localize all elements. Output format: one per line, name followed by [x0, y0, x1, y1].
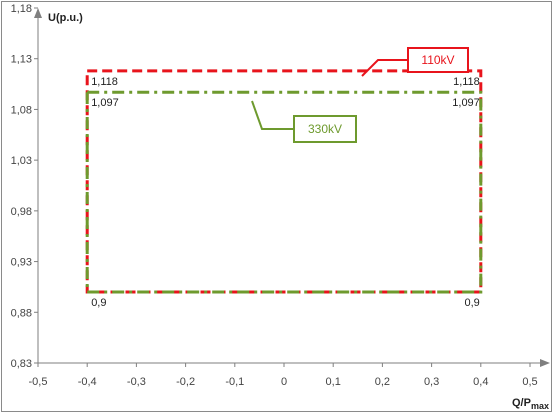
- x-axis-arrow: [540, 359, 550, 367]
- x-tick-label: -0,3: [127, 376, 146, 388]
- x-tick-label: -0,2: [176, 376, 195, 388]
- x-tick-label: -0,1: [225, 376, 244, 388]
- y-tick-label: 1,08: [11, 104, 32, 116]
- callout-box-330kv: [293, 115, 357, 143]
- series-330kv-line: [85, 90, 483, 294]
- value-annotation: 1,097: [91, 97, 119, 109]
- callout-leader-330kv: [251, 100, 294, 130]
- x-tick-label: 0,4: [473, 376, 488, 388]
- annotation-layer: 1,118 1,118 1,097 1,097 0,9 0,9: [91, 76, 480, 309]
- y-axis-title: U(p.u.): [48, 12, 83, 24]
- value-annotation: 0,9: [465, 297, 480, 309]
- legend-label-110kv: 110kV: [421, 53, 454, 67]
- x-tick-label: 0: [281, 376, 287, 388]
- value-annotation: 1,097: [452, 97, 480, 109]
- axes: 0,83 0,88 0,93 0,98 1,03 1,08 1,13 1,18 -0,5 -0,4…: [11, 3, 550, 388]
- series-layer: [85, 69, 483, 294]
- y-tick-label: 0,93: [11, 257, 32, 269]
- y-tick-label: 1,03: [11, 155, 32, 167]
- x-tick-label: 0,5: [522, 376, 537, 388]
- x-tick-label: 0,3: [424, 376, 439, 388]
- y-tick-label: 0,83: [11, 358, 32, 370]
- callout-layer: 110kV 330kV: [251, 47, 469, 143]
- x-tick-label: -0,4: [78, 376, 97, 388]
- callout-box-110kv: [407, 47, 469, 73]
- y-tick-label: 1,13: [11, 54, 32, 66]
- legend-label-330kv: 330kV: [308, 122, 342, 136]
- x-tick-label: 0,2: [375, 376, 390, 388]
- x-tick-label: 0,1: [326, 376, 341, 388]
- x-axis-title: Q/Pmax: [512, 397, 549, 411]
- value-annotation: 0,9: [91, 297, 106, 309]
- y-axis-arrow: [34, 8, 42, 18]
- value-annotation: 1,118: [91, 76, 118, 88]
- series-110kv-line: [85, 69, 483, 294]
- value-annotation: 1,118: [453, 76, 480, 88]
- y-tick-label: 1,18: [11, 3, 32, 15]
- y-tick-label: 0,88: [11, 307, 32, 319]
- y-tick-label: 0,98: [11, 206, 32, 218]
- callout-leader-110kv: [361, 59, 408, 77]
- x-tick-label: -0,5: [29, 376, 48, 388]
